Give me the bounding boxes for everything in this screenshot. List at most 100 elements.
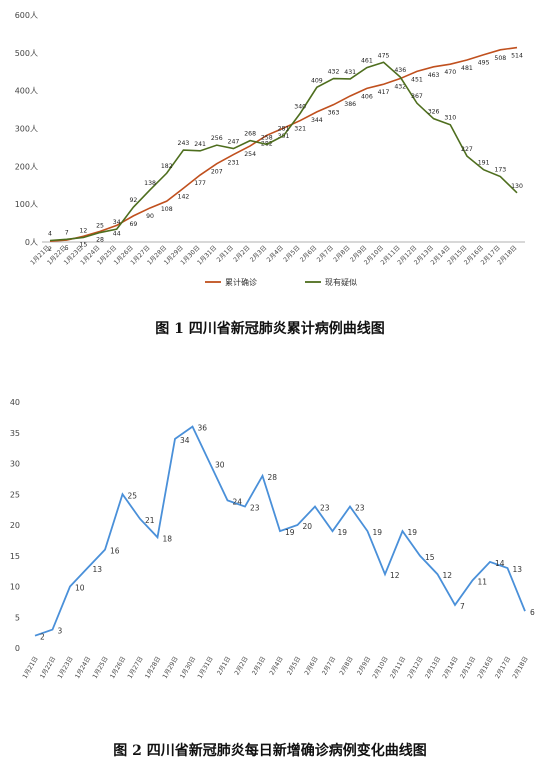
data-label: 173 bbox=[494, 167, 506, 174]
data-label: 514 bbox=[511, 53, 523, 60]
x-tick-label: 2月8日 bbox=[332, 244, 351, 263]
legend-label: 现有疑似 bbox=[325, 277, 357, 287]
x-tick-label: 1月22日 bbox=[39, 656, 57, 680]
data-label: 12 bbox=[79, 227, 87, 234]
data-label: 12 bbox=[443, 571, 453, 580]
data-label: 16 bbox=[110, 547, 120, 556]
data-label: 23 bbox=[250, 504, 260, 513]
data-label: 6 bbox=[530, 608, 535, 617]
x-tick-label: 1月27日 bbox=[127, 656, 145, 680]
data-label: 10 bbox=[75, 584, 85, 593]
data-label: 321 bbox=[294, 126, 306, 133]
data-label: 44 bbox=[113, 230, 121, 237]
cumulative-cases-chart: 0人100人200人300人400人500人600人1月21日1月22日1月23… bbox=[15, 11, 525, 287]
x-tick-label: 1月26日 bbox=[109, 656, 127, 680]
data-label: 281 bbox=[278, 126, 290, 133]
x-tick-label: 2月17日 bbox=[494, 656, 512, 680]
data-label: 34 bbox=[180, 436, 190, 445]
data-label: 231 bbox=[228, 160, 240, 167]
y-tick-label: 600人 bbox=[15, 11, 38, 20]
x-tick-label: 1月23日 bbox=[57, 656, 75, 680]
x-tick-label: 1月28日 bbox=[144, 656, 162, 680]
data-label: 409 bbox=[311, 77, 323, 84]
x-tick-label: 2月4日 bbox=[266, 244, 285, 263]
x-tick-label: 1月31日 bbox=[197, 656, 215, 680]
data-label: 19 bbox=[338, 528, 348, 537]
x-tick-label: 2月8日 bbox=[339, 656, 355, 677]
y-tick-label: 300人 bbox=[15, 125, 38, 134]
data-label: 7 bbox=[460, 602, 465, 611]
data-label: 475 bbox=[378, 52, 390, 59]
data-label: 431 bbox=[344, 69, 356, 76]
y-tick-label: 40 bbox=[10, 398, 20, 407]
data-label: 14 bbox=[495, 559, 505, 568]
x-tick-label: 2月3日 bbox=[251, 656, 267, 677]
data-label: 90 bbox=[146, 213, 154, 220]
y-tick-label: 0人 bbox=[25, 238, 38, 247]
data-label: 367 bbox=[411, 93, 423, 100]
data-label: 177 bbox=[194, 180, 206, 187]
data-label: 5 bbox=[65, 245, 69, 252]
data-label: 34 bbox=[113, 219, 121, 226]
y-tick-label: 100人 bbox=[15, 200, 38, 209]
data-label: 432 bbox=[394, 84, 406, 91]
data-label: 13 bbox=[513, 565, 523, 574]
x-tick-label: 2月2日 bbox=[234, 656, 250, 677]
x-tick-label: 2月14日 bbox=[442, 656, 460, 680]
data-label: 92 bbox=[129, 197, 137, 204]
y-tick-label: 35 bbox=[10, 429, 20, 438]
data-label: 19 bbox=[373, 528, 383, 537]
data-label: 417 bbox=[378, 89, 390, 96]
x-tick-label: 2月5日 bbox=[286, 656, 302, 677]
data-label: 25 bbox=[128, 491, 138, 500]
data-label: 130 bbox=[511, 183, 523, 190]
data-label: 7 bbox=[65, 229, 69, 236]
figure1-caption: 图 1 四川省新冠肺炎累计病例曲线图 bbox=[155, 321, 385, 337]
data-label: 28 bbox=[268, 473, 278, 482]
x-tick-label: 2月13日 bbox=[424, 656, 442, 680]
data-label: 15 bbox=[425, 553, 435, 562]
data-label: 23 bbox=[355, 504, 365, 513]
data-label: 21 bbox=[145, 516, 155, 525]
data-label: 432 bbox=[328, 69, 340, 76]
data-label: 18 bbox=[163, 534, 173, 543]
data-label: 12 bbox=[390, 571, 400, 580]
x-tick-label: 2月3日 bbox=[249, 244, 268, 263]
data-label: 344 bbox=[311, 117, 323, 124]
data-label: 436 bbox=[394, 67, 406, 74]
data-label: 36 bbox=[198, 424, 208, 433]
x-tick-label: 2月4日 bbox=[269, 656, 285, 677]
data-label: 247 bbox=[228, 139, 240, 146]
data-label: 69 bbox=[129, 221, 137, 228]
y-tick-label: 20 bbox=[10, 521, 20, 530]
data-label: 2 bbox=[48, 246, 52, 253]
x-tick-label: 2月1日 bbox=[216, 656, 232, 677]
y-tick-label: 30 bbox=[10, 460, 20, 469]
x-tick-label: 1月30日 bbox=[179, 656, 197, 680]
data-label: 495 bbox=[478, 60, 490, 67]
data-label: 406 bbox=[361, 93, 373, 100]
data-label: 470 bbox=[444, 69, 456, 76]
data-label: 254 bbox=[244, 151, 256, 158]
data-label: 508 bbox=[494, 55, 506, 62]
x-tick-label: 2月6日 bbox=[304, 656, 320, 677]
data-label: 268 bbox=[244, 131, 256, 138]
x-tick-label: 1月24日 bbox=[74, 656, 92, 680]
y-tick-label: 10 bbox=[10, 583, 20, 592]
series-line-daily-new bbox=[34, 425, 526, 637]
series-line-cumulative-confirmed bbox=[49, 46, 518, 243]
data-label: 256 bbox=[211, 135, 223, 142]
data-label: 138 bbox=[144, 180, 156, 187]
y-tick-label: 15 bbox=[10, 552, 20, 561]
data-label: 2 bbox=[40, 633, 45, 642]
data-label: 30 bbox=[215, 461, 225, 470]
data-label: 108 bbox=[161, 206, 173, 213]
x-tick-label: 2月2日 bbox=[232, 244, 251, 263]
x-tick-label: 2月18日 bbox=[512, 656, 530, 680]
y-tick-label: 5 bbox=[15, 613, 20, 622]
y-tick-label: 400人 bbox=[15, 87, 38, 96]
data-label: 340 bbox=[294, 103, 306, 110]
data-label: 15 bbox=[79, 241, 87, 248]
data-label: 451 bbox=[411, 76, 423, 83]
y-tick-label: 200人 bbox=[15, 162, 38, 171]
